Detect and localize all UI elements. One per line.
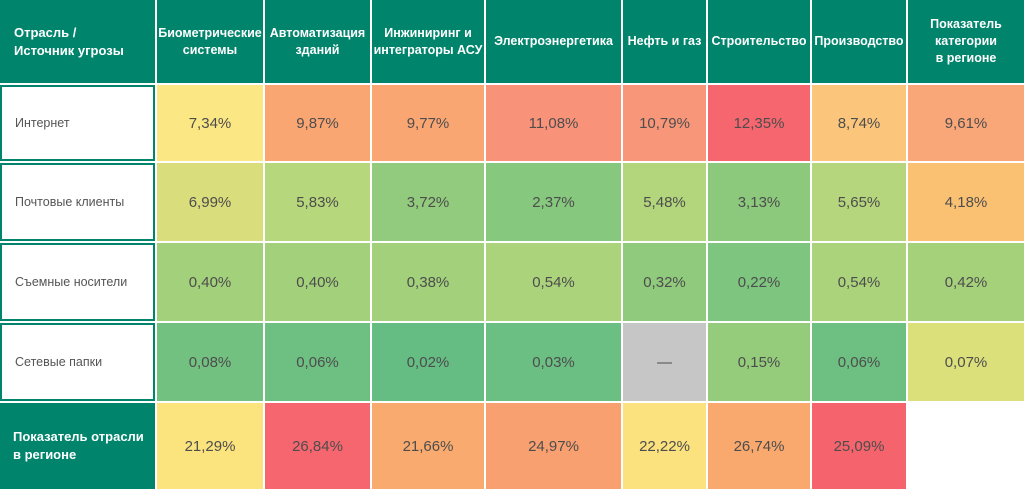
row-label-mail-clients: Почтовые клиенты — [0, 163, 155, 241]
heatmap-cell: 6,99% — [157, 163, 263, 241]
heatmap-cell: 21,66% — [372, 403, 484, 489]
heatmap-cell: 25,09% — [812, 403, 906, 489]
heatmap-cell: 0,06% — [265, 323, 370, 401]
heatmap-cell: 0,32% — [623, 243, 706, 321]
column-header-region-category: Показатель категории в регионе — [908, 0, 1024, 83]
heatmap-cell: 0,07% — [908, 323, 1024, 401]
heatmap-cell-no-data: — — [623, 323, 706, 401]
column-header-power: Электроэнергетика — [486, 0, 621, 83]
heatmap-cell: 0,42% — [908, 243, 1024, 321]
heatmap-cell: 8,74% — [812, 85, 906, 161]
heatmap-cell: 22,22% — [623, 403, 706, 489]
heatmap-cell: 5,83% — [265, 163, 370, 241]
heatmap-cell: 5,48% — [623, 163, 706, 241]
heatmap-cell: 26,74% — [708, 403, 810, 489]
column-header-oil-gas: Нефть и газ — [623, 0, 706, 83]
row-label-internet: Интернет — [0, 85, 155, 161]
heatmap-cell: 9,87% — [265, 85, 370, 161]
heatmap-cell: 9,61% — [908, 85, 1024, 161]
column-header-biometric-systems: Биометрические системы — [157, 0, 263, 83]
heatmap-cell: 4,18% — [908, 163, 1024, 241]
column-header-manufacturing: Производство — [812, 0, 906, 83]
heatmap-cell: 2,37% — [486, 163, 621, 241]
heatmap-cell: 3,13% — [708, 163, 810, 241]
heatmap-cell: 0,08% — [157, 323, 263, 401]
heatmap-cell: 0,40% — [157, 243, 263, 321]
corner-header: Отрасль / Источник угрозы — [0, 0, 155, 83]
heatmap-cell: 9,77% — [372, 85, 484, 161]
column-header-construction: Строительство — [708, 0, 810, 83]
heatmap-cell: 7,34% — [157, 85, 263, 161]
row-label-industry-region-total: Показатель отрасли в регионе — [0, 403, 155, 489]
heatmap-cell: 0,02% — [372, 323, 484, 401]
heatmap-cell: 0,38% — [372, 243, 484, 321]
heatmap-cell: 10,79% — [623, 85, 706, 161]
column-header-building-automation: Автоматизация зданий — [265, 0, 370, 83]
heatmap-cell: 0,54% — [486, 243, 621, 321]
column-header-engineering-ics: Инжиниринг и интеграторы АСУ — [372, 0, 484, 83]
heatmap-cell: 0,03% — [486, 323, 621, 401]
heatmap-cell: 0,40% — [265, 243, 370, 321]
heatmap-cell: 11,08% — [486, 85, 621, 161]
row-label-network-folders: Сетевые папки — [0, 323, 155, 401]
heatmap-cell: 21,29% — [157, 403, 263, 489]
heatmap-cell: 24,97% — [486, 403, 621, 489]
heatmap-cell: 12,35% — [708, 85, 810, 161]
heatmap-cell: 5,65% — [812, 163, 906, 241]
row-label-removable-media: Съемные носители — [0, 243, 155, 321]
heatmap-cell-blank — [908, 403, 1024, 489]
heatmap-cell: 26,84% — [265, 403, 370, 489]
heatmap-cell: 3,72% — [372, 163, 484, 241]
heatmap-cell: 0,15% — [708, 323, 810, 401]
heatmap-cell: 0,54% — [812, 243, 906, 321]
heatmap-cell: 0,06% — [812, 323, 906, 401]
heatmap-cell: 0,22% — [708, 243, 810, 321]
